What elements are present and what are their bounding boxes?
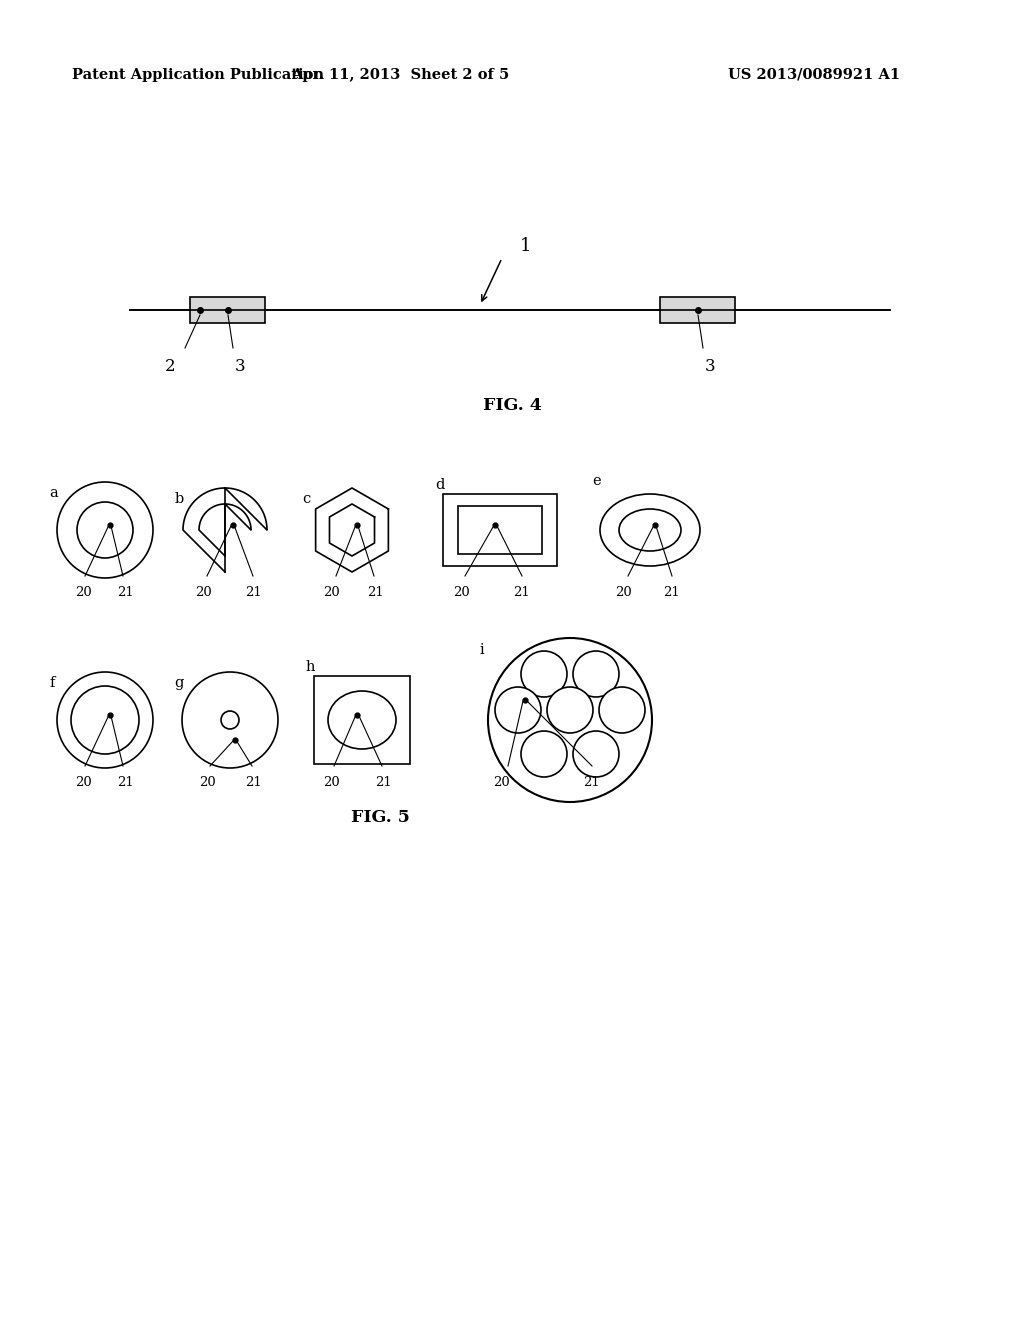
Text: US 2013/0089921 A1: US 2013/0089921 A1: [728, 69, 900, 82]
Text: 21: 21: [117, 586, 133, 599]
Circle shape: [488, 638, 652, 803]
Circle shape: [547, 686, 593, 733]
Text: f: f: [49, 676, 54, 690]
Circle shape: [573, 651, 618, 697]
Text: 2: 2: [165, 358, 175, 375]
Text: 20: 20: [75, 776, 91, 789]
Text: 21: 21: [584, 776, 600, 789]
Text: FIG. 5: FIG. 5: [350, 809, 410, 826]
Circle shape: [573, 731, 618, 777]
Text: 20: 20: [615, 586, 633, 599]
Bar: [314, 676, 410, 764]
Circle shape: [521, 651, 567, 697]
Circle shape: [57, 482, 153, 578]
Circle shape: [495, 686, 541, 733]
Text: 20: 20: [75, 586, 91, 599]
Text: 20: 20: [200, 776, 216, 789]
Text: 21: 21: [368, 586, 384, 599]
Bar: [660, 297, 735, 323]
Text: 20: 20: [494, 776, 510, 789]
Text: 3: 3: [705, 358, 716, 375]
Text: c: c: [302, 492, 310, 506]
Text: 21: 21: [376, 776, 392, 789]
Bar: [458, 506, 542, 554]
Text: 21: 21: [246, 776, 262, 789]
Text: 3: 3: [234, 358, 246, 375]
Circle shape: [182, 672, 278, 768]
Circle shape: [71, 686, 139, 754]
Bar: [190, 297, 265, 323]
Text: i: i: [480, 643, 484, 657]
Text: b: b: [175, 492, 184, 506]
Text: 21: 21: [117, 776, 133, 789]
Ellipse shape: [328, 690, 396, 748]
Text: 21: 21: [245, 586, 261, 599]
Text: a: a: [49, 486, 57, 500]
Text: 21: 21: [664, 586, 680, 599]
Text: FIG. 4: FIG. 4: [482, 396, 542, 413]
Text: g: g: [174, 676, 183, 690]
Text: 1: 1: [520, 238, 531, 255]
Text: d: d: [435, 478, 444, 492]
Text: 21: 21: [514, 586, 530, 599]
Ellipse shape: [618, 510, 681, 550]
Circle shape: [221, 711, 239, 729]
Circle shape: [57, 672, 153, 768]
Text: 20: 20: [324, 586, 340, 599]
Bar: [443, 494, 557, 566]
Text: e: e: [592, 474, 601, 488]
Text: Patent Application Publication: Patent Application Publication: [72, 69, 324, 82]
Text: 20: 20: [324, 776, 340, 789]
Text: Apr. 11, 2013  Sheet 2 of 5: Apr. 11, 2013 Sheet 2 of 5: [291, 69, 509, 82]
Ellipse shape: [600, 494, 700, 566]
Text: 20: 20: [195, 586, 211, 599]
Circle shape: [521, 731, 567, 777]
Circle shape: [599, 686, 645, 733]
Text: 20: 20: [454, 586, 470, 599]
Circle shape: [77, 502, 133, 558]
Text: h: h: [306, 660, 315, 675]
